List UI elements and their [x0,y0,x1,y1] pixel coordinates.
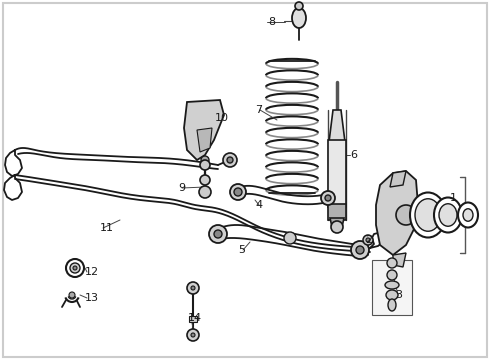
Circle shape [396,205,416,225]
Circle shape [295,2,303,10]
Circle shape [69,292,75,298]
Circle shape [187,329,199,341]
Circle shape [331,221,343,233]
Polygon shape [197,128,212,152]
Ellipse shape [387,270,397,280]
Text: 14: 14 [188,313,202,323]
Circle shape [227,157,233,163]
Ellipse shape [439,204,457,226]
FancyBboxPatch shape [372,260,412,315]
Polygon shape [189,316,197,322]
Circle shape [70,263,80,273]
Ellipse shape [387,258,397,268]
Circle shape [199,186,211,198]
Circle shape [214,230,222,238]
Circle shape [321,191,335,205]
Circle shape [230,184,246,200]
Polygon shape [376,171,418,255]
Polygon shape [390,171,406,187]
Circle shape [223,153,237,167]
Polygon shape [328,204,346,220]
Polygon shape [393,253,406,267]
Circle shape [73,266,77,270]
Circle shape [200,160,210,170]
Ellipse shape [458,202,478,228]
Text: 2: 2 [365,235,372,245]
Polygon shape [184,100,224,160]
Circle shape [191,333,195,337]
Text: 11: 11 [100,223,114,233]
Circle shape [363,235,373,245]
Polygon shape [329,110,345,142]
Ellipse shape [463,209,473,221]
Ellipse shape [415,199,441,231]
Text: 6: 6 [350,150,357,160]
Text: 7: 7 [255,105,262,115]
Text: 9: 9 [178,183,185,193]
Text: 13: 13 [85,293,99,303]
Ellipse shape [410,193,446,238]
Circle shape [191,286,195,290]
Polygon shape [328,140,346,207]
Circle shape [200,175,210,185]
Circle shape [351,241,369,259]
Circle shape [366,238,370,242]
Polygon shape [330,218,344,227]
Text: 12: 12 [85,267,99,277]
Circle shape [284,232,296,244]
Circle shape [66,259,84,277]
Ellipse shape [434,198,462,233]
Circle shape [325,195,331,201]
Circle shape [356,246,364,254]
Text: 1: 1 [450,193,457,203]
Circle shape [187,282,199,294]
Ellipse shape [292,8,306,28]
Circle shape [209,225,227,243]
Text: 3: 3 [395,290,402,300]
Text: 10: 10 [215,113,229,123]
Ellipse shape [388,299,396,311]
Text: 8: 8 [268,17,275,27]
Ellipse shape [385,281,399,289]
Circle shape [234,188,242,196]
Circle shape [201,156,209,164]
Text: 4: 4 [255,200,262,210]
Text: 5: 5 [238,245,245,255]
Ellipse shape [386,290,398,300]
